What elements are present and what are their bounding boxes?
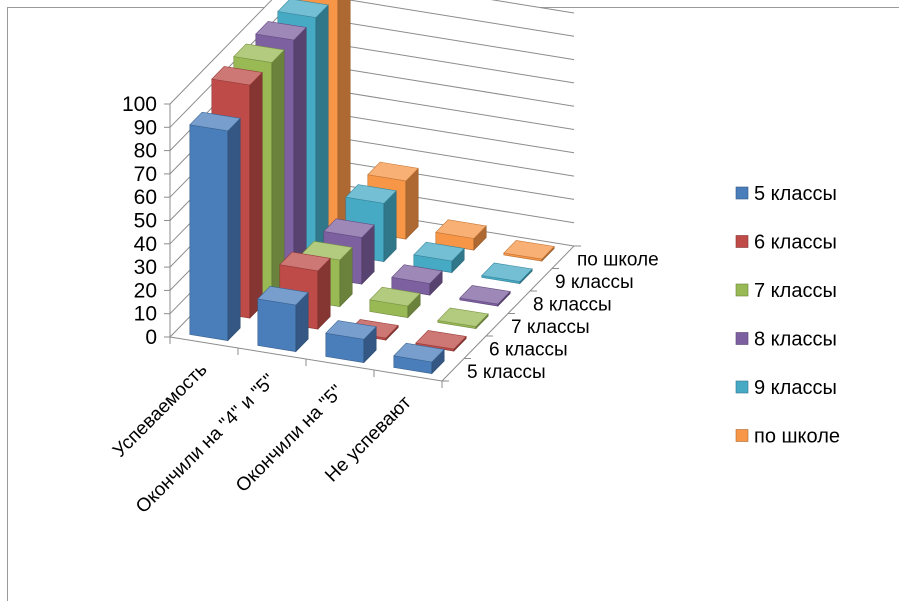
- y-tick-label: 80: [134, 140, 157, 163]
- legend-swatch: [735, 283, 749, 297]
- bar-top-face: [257, 285, 309, 306]
- legend-label: 7 классы: [754, 280, 837, 302]
- bar-front-face: [257, 298, 297, 352]
- bar: [393, 342, 445, 375]
- y-tick-label: 50: [134, 210, 157, 233]
- bar-top-face: [369, 286, 421, 307]
- y-tick-label: 90: [134, 116, 157, 139]
- legend: 5 классы 6 классы 7 классы 8 классы 9 классы…: [735, 183, 840, 448]
- bar: [415, 330, 467, 352]
- bar-top-face: [459, 285, 511, 305]
- series-axis-label: по школе: [577, 249, 659, 270]
- y-tick-label: 70: [134, 163, 157, 186]
- legend-label: по школе: [754, 426, 840, 448]
- legend-label: 5 классы: [754, 183, 837, 205]
- y-tick-label: 10: [134, 303, 157, 326]
- bar-top-face: [503, 240, 555, 260]
- bar-top-face: [437, 307, 489, 327]
- bar: [189, 111, 241, 342]
- bar-top-face: [391, 264, 443, 284]
- series-axis-label: 9 классы: [555, 272, 634, 293]
- bar-side-face: [315, 4, 329, 252]
- bar-top-face: [233, 43, 285, 63]
- bar-top-face: [255, 21, 307, 41]
- bar-top-face: [345, 184, 397, 204]
- bar: [391, 264, 443, 296]
- series-axis-label: 6 классы: [489, 339, 568, 360]
- bar: [325, 320, 377, 364]
- series-axis-label: 8 классы: [533, 294, 612, 315]
- bar-top-face: [413, 241, 465, 262]
- legend-label: 9 классы: [754, 377, 837, 399]
- bars: [189, 0, 555, 375]
- bar-top-face: [323, 218, 375, 238]
- bar-side-face: [337, 0, 351, 229]
- category-label: Окончили на "4" и "5": [132, 370, 279, 517]
- bar-side-face: [249, 71, 263, 319]
- bar-top-face: [211, 66, 263, 86]
- legend-swatch: [735, 235, 749, 248]
- legend-label: 6 классы: [754, 232, 837, 254]
- legend-swatch: [735, 332, 749, 345]
- bar-top-face: [367, 161, 419, 182]
- bar-top-face: [189, 111, 241, 132]
- bar-top-face: [393, 342, 445, 363]
- legend-swatch: [735, 186, 749, 200]
- bar-side-face: [271, 49, 285, 297]
- bar-top-face: [481, 262, 533, 282]
- bar-side-face: [227, 117, 241, 342]
- y-tick-label: 100: [122, 93, 157, 116]
- y-tick-label: 40: [134, 233, 157, 256]
- bar: [369, 286, 421, 319]
- legend-label: 8 классы: [754, 329, 837, 351]
- legend-swatch: [735, 429, 749, 442]
- bar: [437, 307, 489, 330]
- legend-swatch: [735, 380, 749, 394]
- series-axis-label: 5 классы: [467, 362, 546, 383]
- bar-top-face: [325, 320, 377, 340]
- bar: [435, 219, 487, 251]
- bar-front-face: [189, 124, 229, 341]
- y-tick-label: 20: [134, 279, 157, 302]
- gridline: [169, 0, 575, 105]
- bar-top-face: [415, 330, 467, 350]
- bar: [459, 285, 511, 307]
- bar-top-face: [277, 0, 329, 18]
- bar: [503, 240, 555, 262]
- y-tick-label: 30: [134, 256, 157, 279]
- bar-top-face: [279, 251, 331, 272]
- y-tick-label: 0: [145, 326, 157, 349]
- bar-side-face: [293, 26, 307, 274]
- series-axis-label: 7 классы: [511, 317, 590, 338]
- bar: [481, 262, 533, 285]
- y-tick-label: 60: [134, 186, 157, 209]
- bar: [257, 285, 309, 353]
- bar-top-face: [435, 219, 487, 239]
